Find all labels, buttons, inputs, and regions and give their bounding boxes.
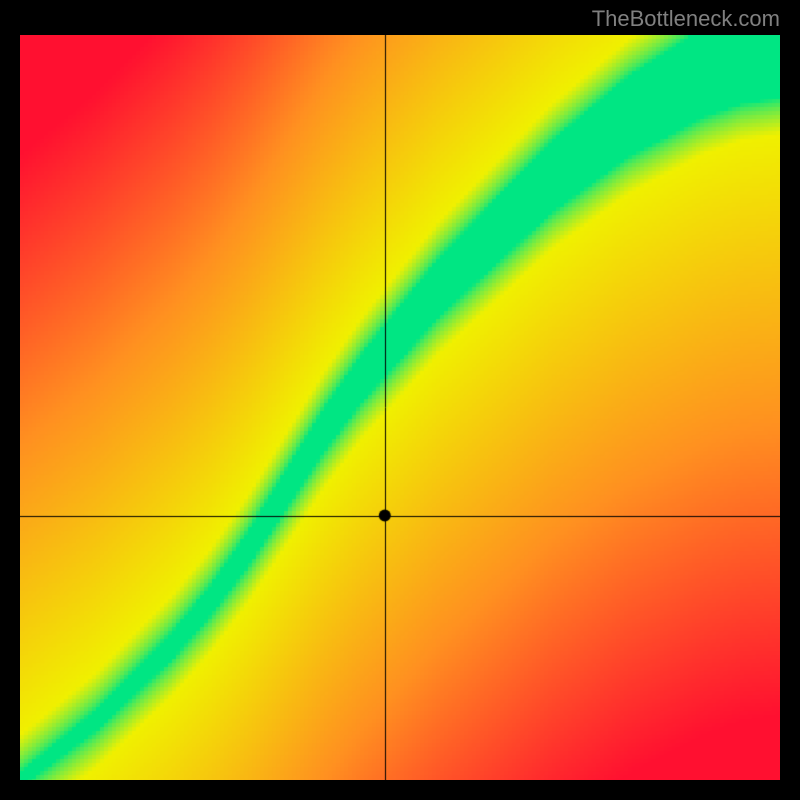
heatmap-plot (20, 35, 780, 780)
chart-container: TheBottleneck.com (0, 0, 800, 800)
watermark-text: TheBottleneck.com (592, 6, 780, 32)
heatmap-canvas (20, 35, 780, 780)
